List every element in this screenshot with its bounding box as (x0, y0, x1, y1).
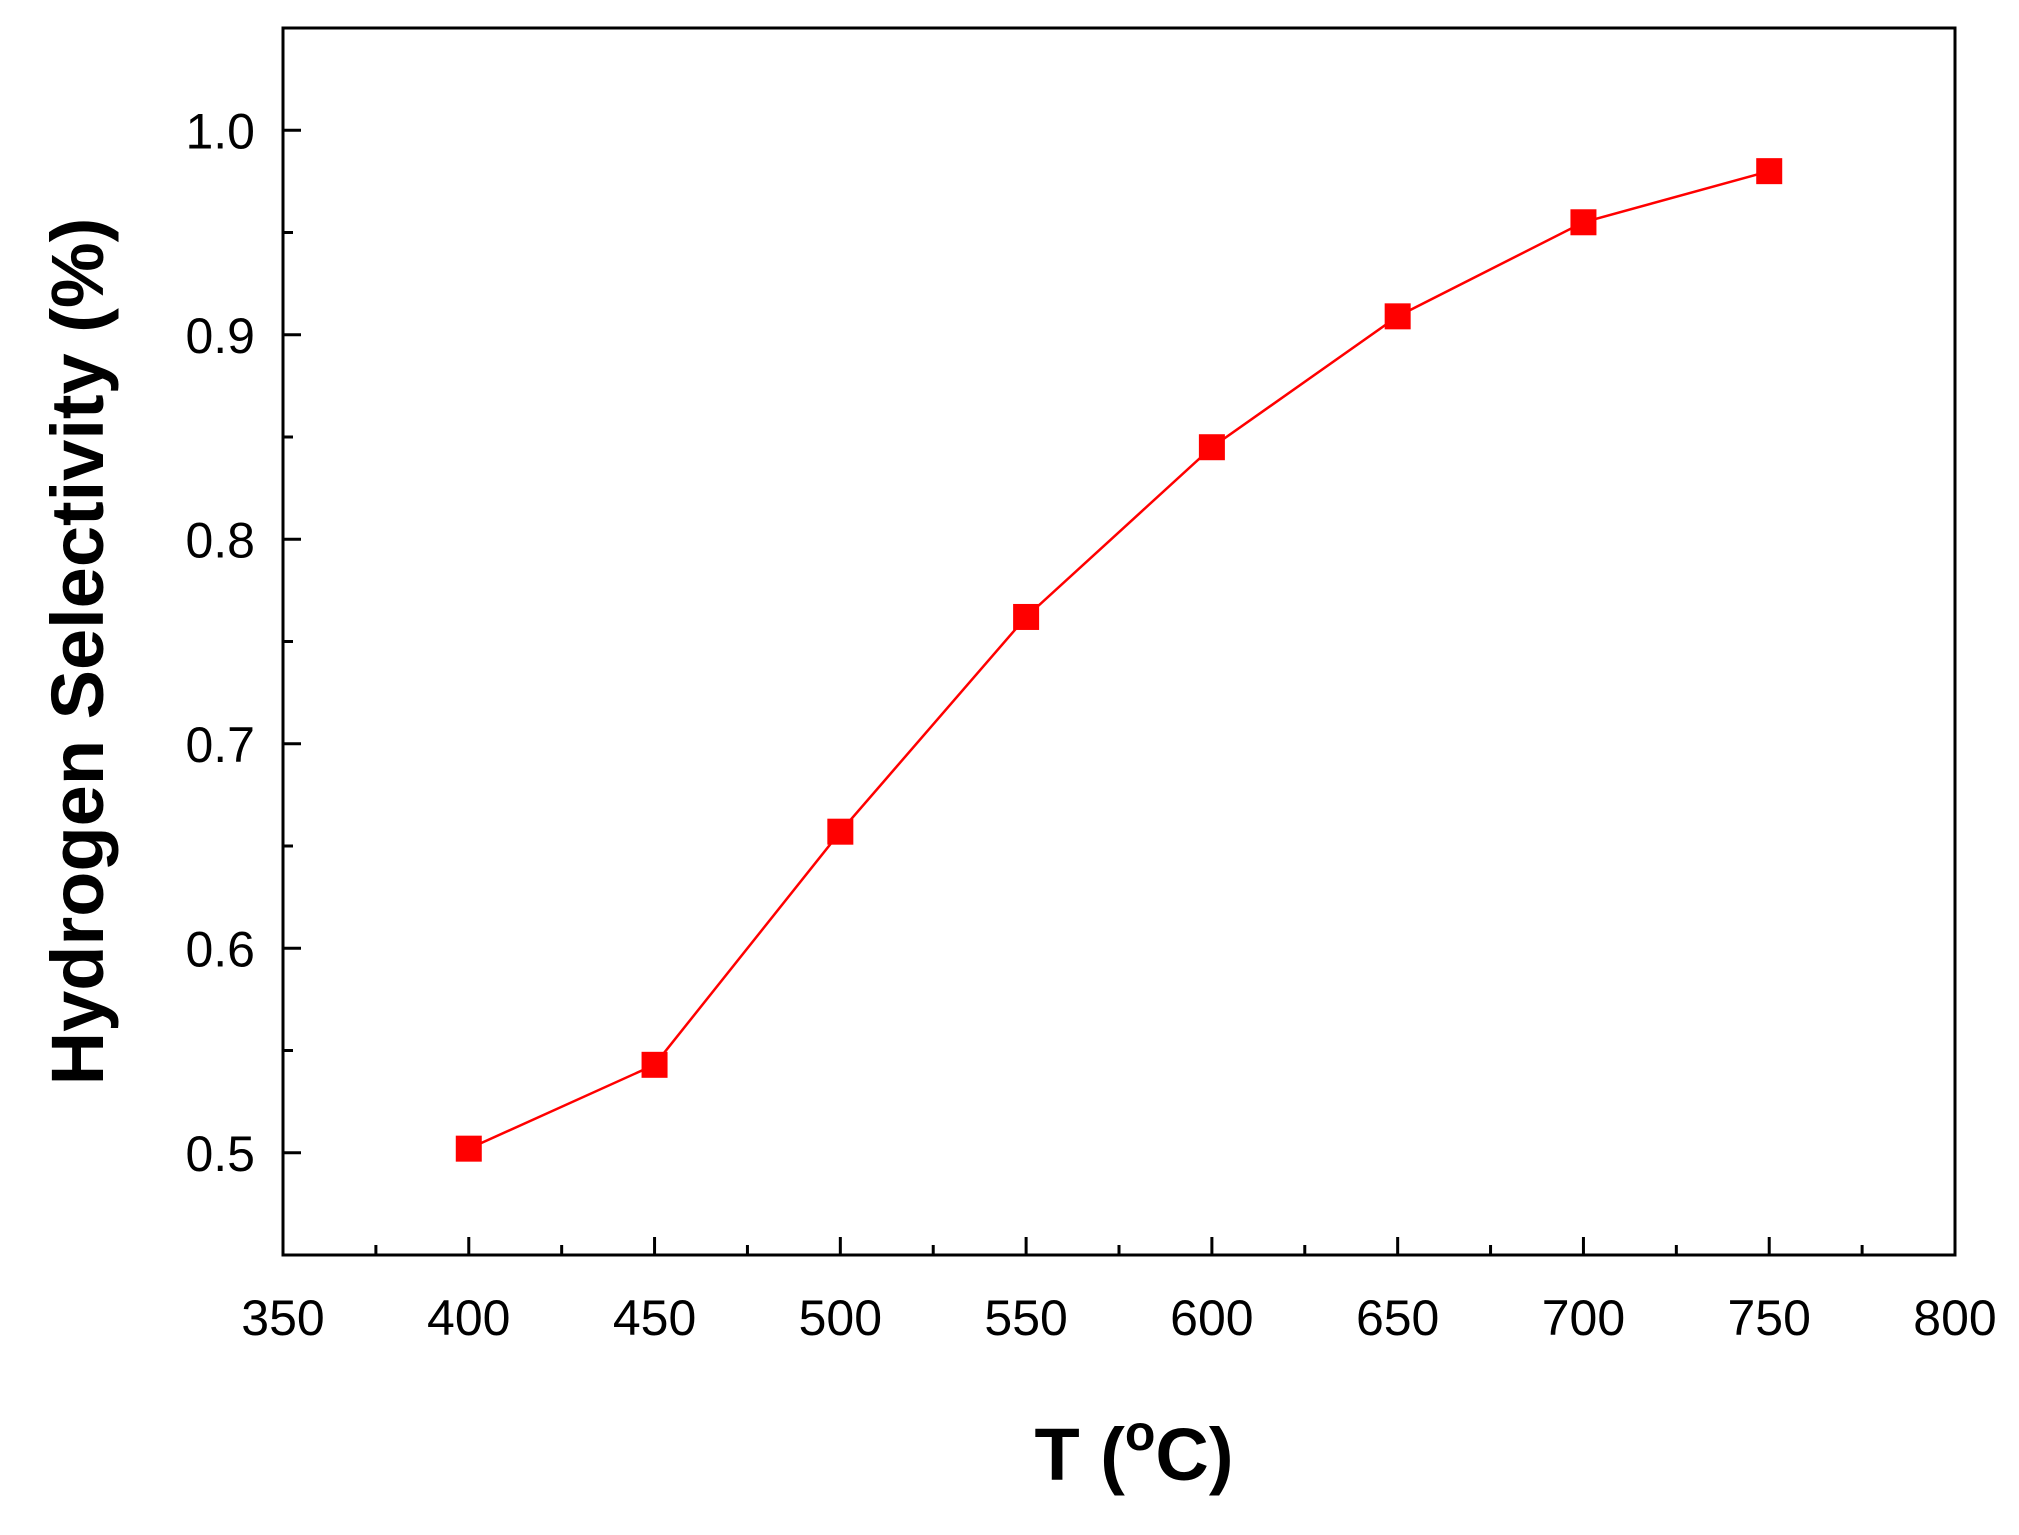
y-tick-label: 0.7 (185, 717, 255, 773)
x-tick-label: 600 (1170, 1290, 1253, 1346)
y-tick-label: 0.5 (185, 1126, 255, 1182)
data-point-marker (1013, 603, 1040, 630)
data-point-marker (1570, 209, 1597, 236)
x-tick-labels: 350 400 450 500 550 600 650 700 750 800 (241, 1290, 1996, 1346)
x-tick-label: 800 (1913, 1290, 1996, 1346)
data-point-marker (1198, 434, 1225, 461)
data-point-marker (827, 818, 854, 845)
y-tick-label: 0.9 (185, 308, 255, 364)
y-tick-label: 0.8 (185, 512, 255, 568)
x-tick-label: 700 (1542, 1290, 1625, 1346)
x-tick-label: 500 (799, 1290, 882, 1346)
plot-frame (281, 26, 1957, 1257)
data-point-marker (641, 1051, 668, 1078)
series-markers (455, 158, 1783, 1162)
x-tick-label: 550 (984, 1290, 1067, 1346)
y-tick-labels: 0.5 0.6 0.7 0.8 0.9 1.0 (185, 103, 255, 1182)
y-major-ticks (283, 128, 301, 1155)
x-tick-label: 400 (427, 1290, 510, 1346)
y-axis-title: Hydrogen Selectivity (%) (36, 218, 119, 1086)
x-axis-title-end: C) (1155, 1413, 1233, 1496)
data-point-marker (1384, 303, 1411, 330)
x-axis-title-main: T ( (1034, 1413, 1125, 1496)
x-axis-title-degree: o (1125, 1405, 1156, 1461)
x-tick-label: 750 (1728, 1290, 1811, 1346)
x-tick-label: 650 (1356, 1290, 1439, 1346)
y-minor-ticks (283, 231, 293, 1052)
x-tick-label: 450 (613, 1290, 696, 1346)
y-tick-label: 0.6 (185, 921, 255, 977)
series-lines (468, 169, 1770, 1150)
x-tick-label: 350 (241, 1290, 324, 1346)
x-axis-title: T (oC) (1034, 1405, 1233, 1496)
series-line (468, 169, 1770, 1150)
data-point-marker (1756, 158, 1783, 185)
y-tick-label: 1.0 (185, 103, 255, 159)
x-minor-ticks (374, 1245, 1864, 1255)
data-point-marker (455, 1135, 482, 1162)
